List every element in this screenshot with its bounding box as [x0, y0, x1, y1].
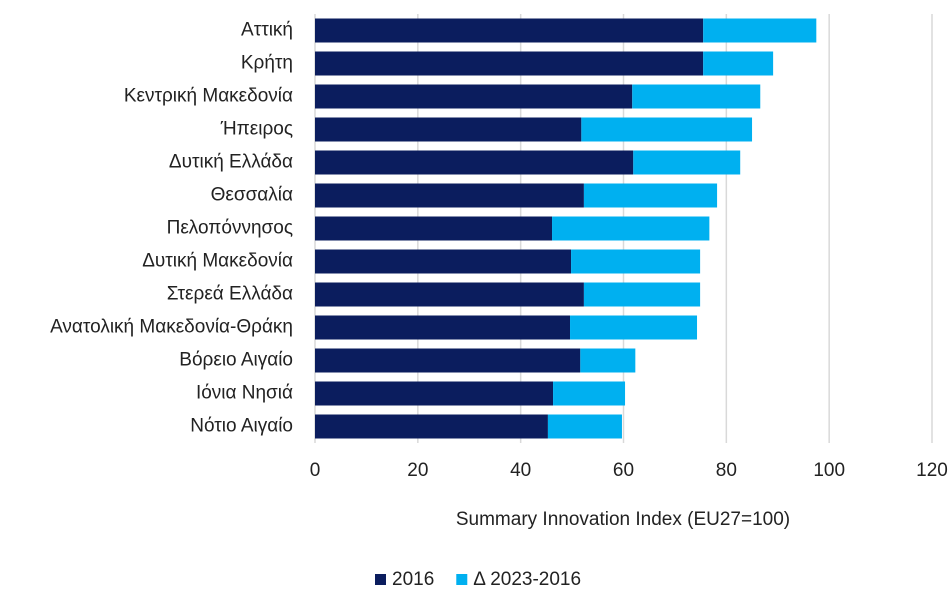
bar-segment: [315, 150, 634, 175]
bar-segment: [315, 51, 704, 76]
bar-segment: [703, 18, 817, 43]
bar-segment: [547, 414, 622, 439]
x-tick-label: 40: [510, 460, 531, 481]
y-tick-label: Στερεά Ελλάδα: [167, 284, 293, 305]
legend-label: Δ 2023-2016: [473, 569, 581, 590]
legend-swatch: [375, 574, 386, 585]
bar-segment: [315, 18, 704, 43]
bar-segment: [633, 150, 741, 175]
bar-segment: [315, 117, 582, 142]
legend-label: 2016: [392, 569, 434, 590]
bar-segment: [315, 183, 584, 208]
y-tick-label: Θεσσαλία: [211, 185, 293, 206]
y-tick-label: Δυτική Μακεδονία: [142, 251, 293, 272]
bar-segment: [583, 282, 701, 307]
bar-segment: [632, 84, 761, 109]
bar-segment: [703, 51, 774, 76]
bar-segment: [315, 249, 572, 274]
bar-segment: [315, 216, 553, 241]
bar-segment: [553, 381, 626, 406]
y-tick-label: Βόρειο Αιγαίο: [179, 350, 293, 371]
x-tick-label: 120: [916, 460, 948, 481]
bar-segment: [315, 348, 581, 373]
y-tick-label: Πελοπόννησος: [167, 218, 293, 239]
bar-segment: [580, 348, 636, 373]
bar-segment: [583, 183, 718, 208]
bar-segment: [570, 315, 698, 340]
y-tick-label: Κρήτη: [241, 53, 293, 74]
x-tick-label: 80: [716, 460, 737, 481]
bar-segment: [571, 249, 701, 274]
legend-swatch: [456, 574, 468, 585]
y-tick-label: Ανατολική Μακεδονία-Θράκη: [50, 317, 293, 338]
bar-segment: [315, 84, 633, 109]
bar-segment: [552, 216, 710, 241]
y-tick-label: Ήπειρος: [220, 119, 293, 140]
bar-segment: [315, 282, 584, 307]
y-tick-label: Κεντρική Μακεδονία: [124, 86, 293, 107]
x-tick-label: 60: [613, 460, 634, 481]
x-tick-label: 0: [310, 460, 321, 481]
bar-segment: [315, 315, 571, 340]
x-axis-title: Summary Innovation Index (EU27=100): [456, 509, 790, 530]
bar-segment: [315, 414, 548, 439]
y-tick-label: Ιόνια Νησιά: [196, 383, 293, 404]
bar-segment: [315, 381, 554, 406]
x-tick-label: 100: [813, 460, 845, 481]
x-tick-label: 20: [407, 460, 428, 481]
y-tick-label: Νότιο Αιγαίο: [190, 416, 293, 437]
y-tick-label: Αττική: [241, 20, 293, 41]
y-tick-label: Δυτική Ελλάδα: [169, 152, 293, 173]
bar-segment: [581, 117, 753, 142]
